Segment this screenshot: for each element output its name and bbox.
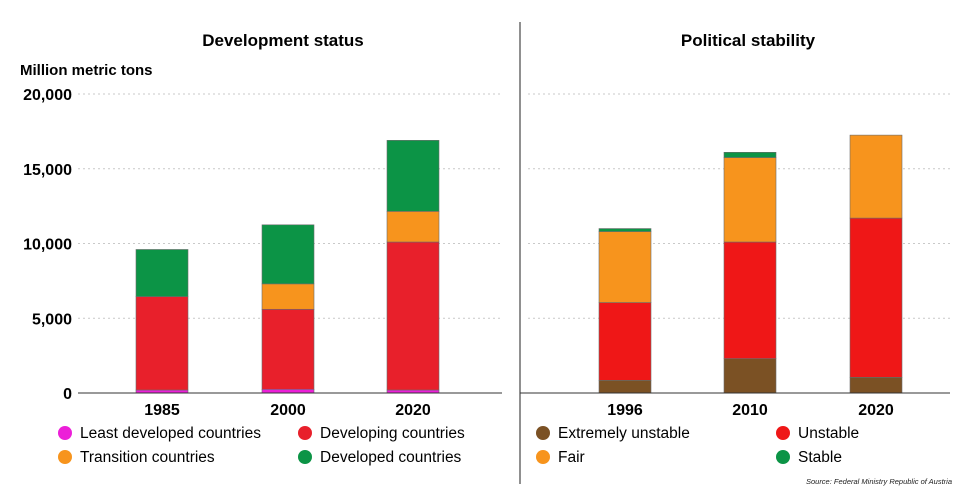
legend-label-developed-countries: Developed countries bbox=[320, 449, 462, 466]
right-bar-2010-unstable bbox=[723, 241, 777, 359]
right-bars bbox=[598, 134, 903, 394]
x-tick-label-1985: 1985 bbox=[144, 402, 180, 419]
legend-label-unstable: Unstable bbox=[798, 425, 859, 442]
right-bar-1996-unstable bbox=[598, 302, 652, 381]
left-bars bbox=[135, 140, 440, 394]
right-bar-2010-extremely-unstable bbox=[723, 358, 777, 394]
left-bar-2020-transition-countries bbox=[386, 211, 440, 243]
right-bar-2020-unstable bbox=[849, 217, 903, 378]
left-panel: Development status Million metric tons 0… bbox=[20, 31, 502, 419]
left-y-tick-labels: 0 5,000 10,000 15,000 20,000 bbox=[23, 87, 72, 403]
left-bar-2000-least-developed-countries bbox=[261, 388, 315, 394]
legend-marker-extremely-unstable bbox=[536, 426, 550, 440]
right-panel: Political stability 1996 2010 2020 bbox=[520, 31, 950, 419]
left-bar-1985-developed-countries bbox=[135, 249, 189, 297]
source-note: Source: Federal Ministry Republic of Aus… bbox=[806, 477, 952, 486]
legend-label-extremely-unstable: Extremely unstable bbox=[558, 425, 690, 442]
legend-marker-fair bbox=[536, 450, 550, 464]
legend-marker-unstable bbox=[776, 426, 790, 440]
right-bar-1996-stable bbox=[598, 228, 652, 232]
y-tick-label: 5,000 bbox=[32, 311, 72, 328]
right-bar-2010-stable bbox=[723, 152, 777, 158]
legend-marker-developed-countries bbox=[298, 450, 312, 464]
left-bar-2020-developed-countries bbox=[386, 140, 440, 212]
y-axis-label: Million metric tons bbox=[20, 62, 153, 79]
legend-label-least-developed-countries: Least developed countries bbox=[80, 425, 261, 442]
legend-label-fair: Fair bbox=[558, 449, 585, 466]
x-tick-label-2010: 2010 bbox=[732, 402, 768, 419]
left-bar-2000-developing-countries bbox=[261, 308, 315, 390]
y-tick-label: 15,000 bbox=[23, 162, 72, 179]
right-bar-1996-extremely-unstable bbox=[598, 379, 652, 394]
legend-marker-least-developed-countries bbox=[58, 426, 72, 440]
left-bar-2000-transition-countries bbox=[261, 283, 315, 310]
y-tick-label: 10,000 bbox=[23, 237, 72, 254]
right-panel-title: Political stability bbox=[681, 31, 816, 50]
left-bar-2000-developed-countries bbox=[261, 224, 315, 285]
legend-marker-developing-countries bbox=[298, 426, 312, 440]
legend-marker-transition-countries bbox=[58, 450, 72, 464]
right-bar-1996-fair bbox=[598, 231, 652, 303]
left-bar-2020-developing-countries bbox=[386, 241, 440, 391]
right-legend: Extremely unstable Unstable Fair Stable bbox=[536, 425, 859, 466]
x-tick-label-2020: 2020 bbox=[858, 402, 894, 419]
x-tick-label-2020: 2020 bbox=[395, 402, 431, 419]
legend-label-stable: Stable bbox=[798, 449, 842, 466]
y-tick-label: 20,000 bbox=[23, 87, 72, 104]
legend-marker-stable bbox=[776, 450, 790, 464]
right-x-tick-labels: 1996 2010 2020 bbox=[607, 402, 894, 419]
y-tick-label: 0 bbox=[63, 386, 72, 403]
left-bar-1985-developing-countries bbox=[135, 296, 189, 391]
x-tick-label-2000: 2000 bbox=[270, 402, 306, 419]
left-legend: Least developed countries Developing coun… bbox=[58, 425, 465, 466]
left-x-tick-labels: 1985 2000 2020 bbox=[144, 402, 431, 419]
legend-label-transition-countries: Transition countries bbox=[80, 449, 215, 466]
legend-label-developing-countries: Developing countries bbox=[320, 425, 465, 442]
right-bar-2010-fair bbox=[723, 157, 777, 243]
right-bar-2020-extremely-unstable bbox=[849, 377, 903, 394]
left-panel-title: Development status bbox=[202, 31, 364, 50]
right-bar-2020-fair bbox=[849, 134, 903, 219]
x-tick-label-1996: 1996 bbox=[607, 402, 643, 419]
